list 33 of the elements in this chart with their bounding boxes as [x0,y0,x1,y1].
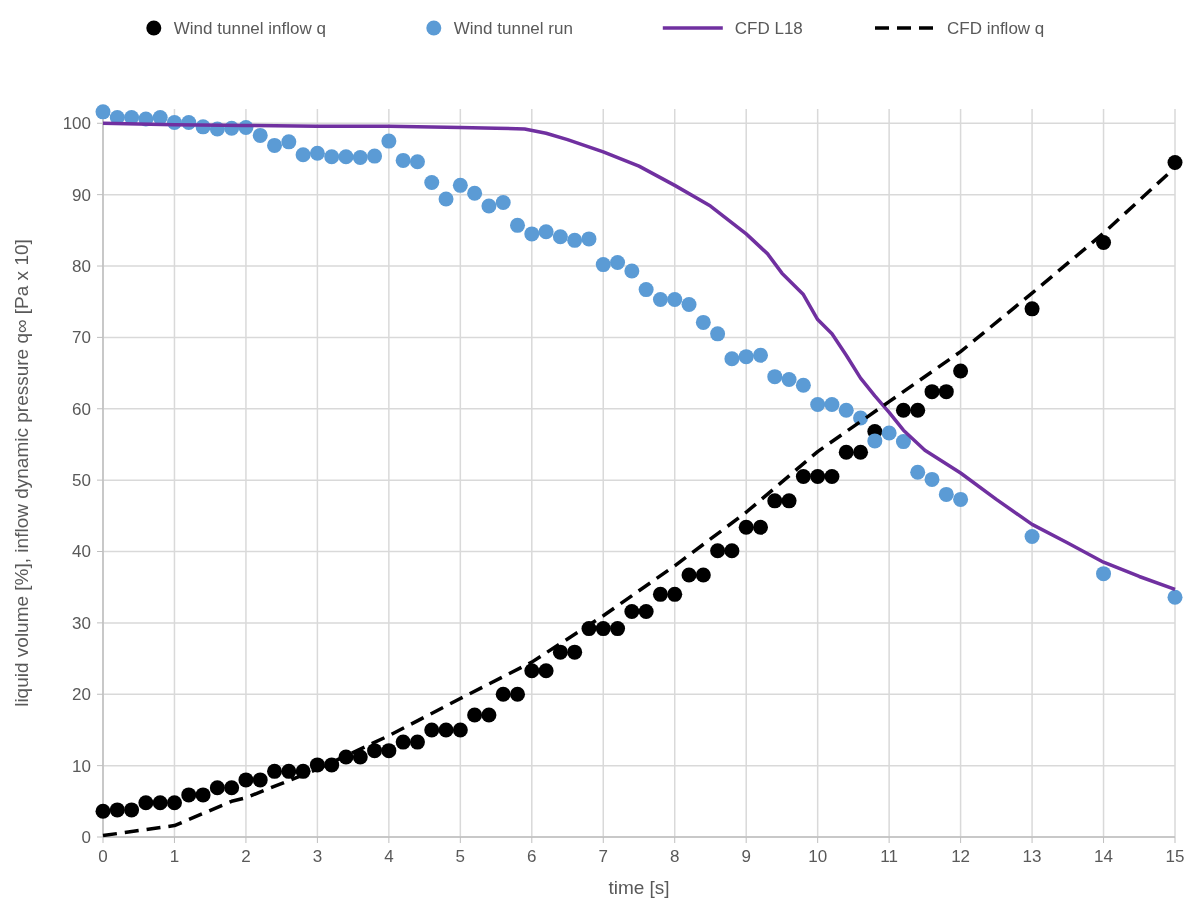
x-tick-label: 1 [169,847,180,866]
y-axis-title: liquid volume [%], inflow dynamic pressure q∞ [Pa x 10] [11,239,32,707]
y-tick-label: 60 [72,399,91,419]
y-tick-label: 100 [62,114,91,134]
y-tick-label: 70 [72,328,91,348]
x-tick-label: 4 [384,847,394,866]
legend-label: Wind tunnel inflow q [173,18,326,38]
y-tick-label: 20 [72,685,91,705]
x-tick-label: 10 [808,847,828,866]
y-tick-label: 30 [72,613,91,633]
y-tick-label: 50 [72,471,91,491]
y-tick-label: 0 [81,827,91,847]
x-tick-label: 6 [527,847,537,866]
x-tick-label: 0 [98,847,108,866]
x-tick-label: 8 [670,847,680,866]
x-tick-label: 3 [312,847,323,866]
x-tick-label: 2 [241,847,251,866]
x-tick-label: 9 [741,847,751,866]
x-tick-label: 11 [880,847,898,866]
x-axis-title: time [s] [608,877,670,898]
y-tick-label: 90 [72,185,91,205]
y-tick-label: 80 [72,256,91,276]
y-tick-label: 10 [72,756,91,776]
x-tick-label: 15 [1165,847,1185,866]
x-tick-label: 7 [598,847,608,866]
x-tick-label: 14 [1094,847,1113,866]
legend-label: Wind tunnel run [453,18,573,38]
x-tick-label: 5 [455,847,466,866]
legend-label: CFD L18 [734,18,803,38]
x-tick-label: 13 [1022,847,1042,866]
legend-label: CFD inflow q [947,18,1045,38]
x-tick-label: 12 [951,847,971,866]
y-tick-label: 40 [72,542,91,562]
